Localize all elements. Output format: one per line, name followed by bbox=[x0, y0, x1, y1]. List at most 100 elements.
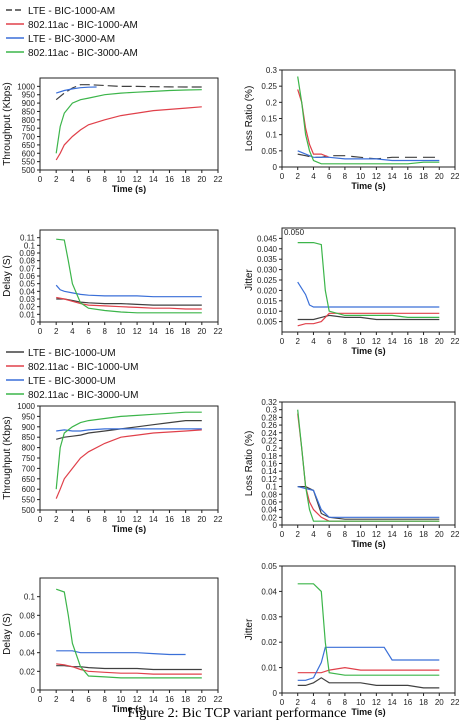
y-tick-label: 0.15 bbox=[261, 115, 277, 124]
x-tick-label: 10 bbox=[116, 175, 125, 184]
series-line-4 bbox=[297, 76, 440, 165]
x-tick-label: 14 bbox=[149, 327, 158, 336]
x-tick-label: 6 bbox=[86, 327, 91, 336]
x-tick-label: 16 bbox=[165, 327, 174, 336]
x-tick-label: 4 bbox=[311, 172, 316, 181]
x-tick-label: 12 bbox=[133, 515, 142, 524]
x-tick-label: 2 bbox=[54, 327, 59, 336]
y-tick-label: 0.32 bbox=[261, 398, 277, 407]
x-tick-label: 0 bbox=[38, 175, 43, 184]
x-tick-label: 20 bbox=[435, 530, 444, 539]
series-line-3 bbox=[56, 650, 186, 656]
y-tick-label: 0.020 bbox=[257, 286, 278, 295]
series-line-4 bbox=[297, 409, 440, 522]
y-tick-label: 700 bbox=[22, 464, 36, 473]
series-line-2 bbox=[56, 663, 202, 675]
x-tick-label: 12 bbox=[372, 698, 381, 707]
x-tick-label: 12 bbox=[133, 695, 142, 704]
x-tick-label: 6 bbox=[327, 337, 332, 346]
series-line-2 bbox=[55, 106, 202, 161]
series-line-4 bbox=[56, 238, 202, 314]
y-tick-label: 750 bbox=[22, 454, 36, 463]
x-tick-label: 8 bbox=[103, 327, 108, 336]
x-tick-label: 2 bbox=[54, 175, 59, 184]
y-tick-label: 0 bbox=[273, 689, 278, 698]
x-tick-label: 12 bbox=[372, 530, 381, 539]
y-tick-label: 0.1 bbox=[24, 593, 36, 602]
y-tick-label: 0.12 bbox=[261, 475, 277, 484]
x-axis-label: Time (s) bbox=[112, 524, 146, 534]
x-tick-label: 14 bbox=[388, 337, 397, 346]
y-tick-label: 0.04 bbox=[19, 649, 35, 658]
y-tick-label: 900 bbox=[22, 423, 36, 432]
y-tick-label: 0.04 bbox=[261, 587, 277, 596]
y-tick-label: 0.03 bbox=[261, 613, 277, 622]
chart-8: 0 2 4 6 8 10 12 14 16 18 20 22 0 0.01 0.02 0.03 0.04 0.05… bbox=[244, 562, 460, 717]
plot-frame bbox=[39, 77, 219, 171]
x-tick-label: 0 bbox=[280, 172, 285, 181]
x-tick-label: 4 bbox=[311, 337, 316, 346]
y-tick-label: 0.02 bbox=[19, 303, 35, 312]
x-tick-label: 0 bbox=[38, 695, 43, 704]
y-tick-label: 0.045 bbox=[257, 234, 278, 243]
x-tick-label: 10 bbox=[356, 698, 365, 707]
figure-caption: Figure 2: Bic TCP variant performance bbox=[127, 706, 347, 721]
y-tick-label: 0.24 bbox=[261, 429, 277, 438]
y-axis-label: Throughput (Kbps) bbox=[2, 416, 13, 499]
x-axis-label: Time (s) bbox=[351, 181, 385, 191]
x-tick-label: 8 bbox=[103, 695, 108, 704]
y-tick-label: 0 bbox=[31, 318, 36, 327]
x-tick-label: 8 bbox=[343, 530, 348, 539]
series-line-3 bbox=[55, 284, 202, 298]
y-tick-label: 0 bbox=[31, 686, 36, 695]
y-tick-label: 0.08 bbox=[19, 611, 35, 620]
x-tick-label: 22 bbox=[214, 515, 223, 524]
series-line-2 bbox=[297, 312, 440, 327]
x-tick-label: 10 bbox=[116, 515, 125, 524]
y-tick-label: 0.010 bbox=[257, 307, 278, 316]
chart-3: 0 2 4 6 8 10 12 14 16 18 20 22 00.010.020.030.040.05… bbox=[2, 229, 223, 336]
y-tick-label: 0.05 bbox=[261, 562, 277, 571]
y-tick-label: 0.050 bbox=[284, 228, 305, 237]
chart-1: 0 2 4 6 8 10 12 14 16 18 20 22 500550600650700750800… bbox=[2, 6, 223, 194]
x-tick-label: 20 bbox=[197, 175, 206, 184]
y-tick-label: 0.16 bbox=[261, 460, 277, 469]
y-tick-label: 0.005 bbox=[257, 318, 278, 327]
series-line-3 bbox=[56, 86, 97, 94]
x-tick-label: 2 bbox=[296, 337, 301, 346]
x-tick-label: 6 bbox=[86, 695, 91, 704]
x-tick-label: 12 bbox=[372, 172, 381, 181]
series-line-4 bbox=[297, 242, 440, 318]
x-tick-label: 10 bbox=[356, 337, 365, 346]
y-tick-label: 650 bbox=[22, 475, 36, 484]
y-axis-label: Delay (S) bbox=[2, 255, 13, 297]
legend-entry-3: LTE - BIC-3000-AM bbox=[28, 34, 115, 45]
plot-frame bbox=[281, 401, 456, 526]
y-tick-label: 0 bbox=[273, 163, 278, 172]
x-axis-label: Time (s) bbox=[351, 539, 385, 549]
legend-entry-1: LTE - BIC-1000-UM bbox=[28, 348, 116, 359]
x-tick-label: 4 bbox=[311, 698, 316, 707]
y-axis-label: Delay (S) bbox=[2, 613, 13, 655]
x-tick-label: 14 bbox=[149, 175, 158, 184]
y-axis-label: Throughput (Kbps) bbox=[2, 82, 13, 165]
y-tick-label: 0.06 bbox=[19, 630, 35, 639]
x-tick-label: 2 bbox=[296, 530, 301, 539]
y-tick-label: 0.04 bbox=[261, 506, 277, 515]
y-tick-label: 0.05 bbox=[261, 147, 277, 156]
y-tick-label: 0.030 bbox=[257, 266, 278, 275]
x-tick-label: 18 bbox=[419, 530, 428, 539]
x-tick-label: 10 bbox=[116, 327, 125, 336]
series-line-3 bbox=[297, 281, 440, 308]
x-tick-label: 8 bbox=[103, 515, 108, 524]
y-tick-label: 850 bbox=[22, 433, 36, 442]
y-tick-label: 0.04 bbox=[19, 287, 35, 296]
x-tick-label: 22 bbox=[214, 175, 223, 184]
y-tick-label: 550 bbox=[22, 158, 36, 167]
y-tick-label: 0.28 bbox=[261, 413, 277, 422]
legend-entry-4: 802.11ac - BIC-3000-AM bbox=[28, 48, 138, 59]
series-line-2 bbox=[297, 666, 440, 674]
chart-6: 0 2 4 6 8 10 12 14 16 18 20 2200.020.040.060.080.10… bbox=[244, 398, 460, 549]
x-tick-label: 20 bbox=[435, 172, 444, 181]
